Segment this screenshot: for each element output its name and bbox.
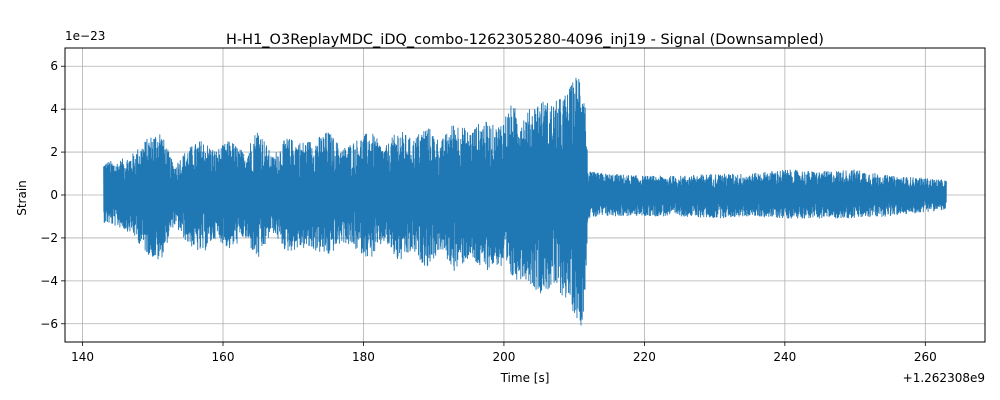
x-axis-ticks: 140 160 180 200 220 240 260: [71, 342, 937, 364]
series-layer: [103, 77, 947, 326]
chart-title: H-H1_O3ReplayMDC_iDQ_combo-1262305280-40…: [226, 32, 824, 48]
y-tick-label: 6: [50, 59, 58, 73]
y-tick-label: 2: [50, 145, 58, 159]
y-axis-ticks: −6 −4 −2 0 2 4 6: [40, 59, 65, 331]
x-tick-label: 140: [71, 350, 94, 364]
x-tick-label: 200: [492, 350, 515, 364]
x-tick-label: 160: [212, 350, 235, 364]
plot-area: 140 160 180 200 220 240 260 −6 −4 −2 0 2 4 6: [40, 47, 986, 364]
y-tick-label: 4: [50, 102, 58, 116]
y-tick-label: −2: [40, 231, 58, 245]
y-axis-label: Strain: [15, 180, 29, 216]
y-tick-label: −4: [40, 274, 58, 288]
signal-trace: [103, 77, 947, 326]
x-tick-label: 220: [633, 350, 656, 364]
x-tick-label: 260: [914, 350, 937, 364]
y-tick-label: −6: [40, 317, 58, 331]
x-tick-label: 240: [773, 350, 796, 364]
y-tick-label: 0: [50, 188, 58, 202]
x-tick-label: 180: [352, 350, 375, 364]
y-scale-label: 1e−23: [65, 29, 105, 43]
x-axis-label: Time [s]: [500, 371, 550, 385]
x-offset-label: +1.262308e9: [903, 371, 985, 385]
